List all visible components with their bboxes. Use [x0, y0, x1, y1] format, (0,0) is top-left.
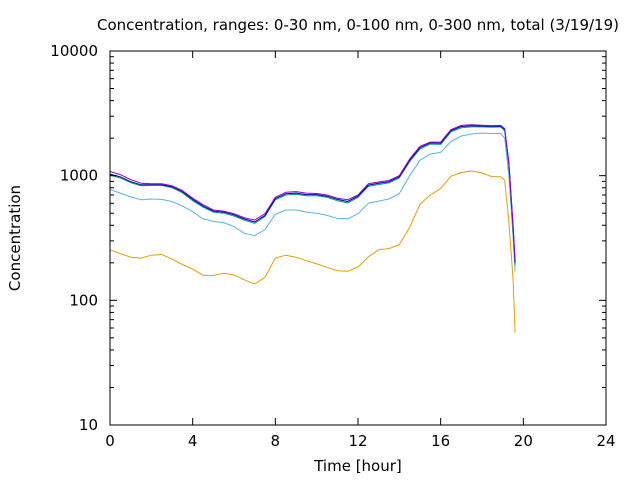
series-line-4	[109, 125, 516, 263]
x-tick-label: 16	[431, 432, 450, 450]
y-tick-label: 10000	[50, 42, 98, 60]
y-tick-label: 10	[79, 416, 98, 434]
x-tick-label: 0	[105, 432, 115, 450]
x-tick-label: 8	[271, 432, 281, 450]
chart-title: Concentration, ranges: 0-30 nm, 0-100 nm…	[97, 16, 619, 34]
plot-frame	[109, 50, 607, 426]
axis-ticks: 0 4 8 12 16 20 24 10 100 1000 10000	[50, 42, 615, 450]
x-tick-label: 4	[188, 432, 198, 450]
x-tick-label: 12	[348, 432, 367, 450]
x-tick-label: 20	[514, 432, 533, 450]
y-tick-label: 1000	[60, 167, 98, 185]
series-line-2	[109, 132, 516, 272]
series-line-5	[109, 124, 516, 261]
x-axis-label: Time [hour]	[313, 457, 402, 475]
y-axis-label: Concentration	[6, 185, 24, 291]
x-tick-label: 24	[596, 432, 615, 450]
y-tick-label: 100	[69, 291, 98, 309]
series-line-3	[109, 126, 516, 266]
series-line-1	[109, 170, 516, 333]
series-layer	[109, 124, 516, 333]
